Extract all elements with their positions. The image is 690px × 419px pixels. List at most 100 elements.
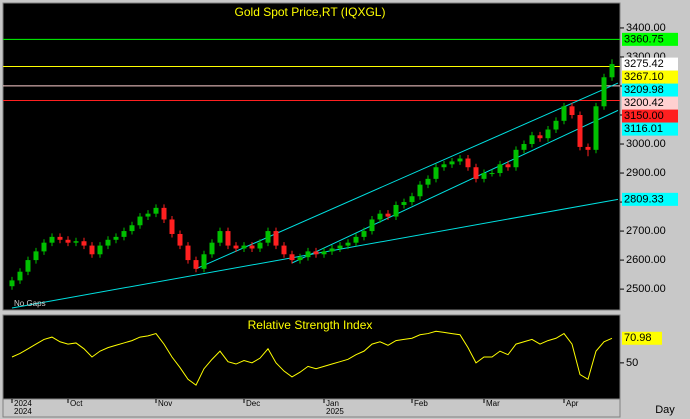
level-label-box bbox=[622, 70, 678, 84]
candle-body bbox=[409, 196, 415, 203]
candle-body bbox=[257, 242, 263, 249]
candle-body bbox=[113, 236, 119, 240]
candle-body bbox=[425, 178, 431, 185]
x-tick-label: Dec bbox=[246, 399, 260, 408]
rsi-line bbox=[11, 330, 613, 386]
candle-body bbox=[561, 106, 567, 121]
candle-body bbox=[153, 207, 159, 214]
marks: 2500.002600.002700.002800.002900.003000.… bbox=[3, 22, 678, 416]
candle-body bbox=[169, 219, 175, 234]
candle-body bbox=[481, 173, 487, 179]
level-label-box bbox=[622, 32, 678, 46]
y-tick-label: 2600.00 bbox=[626, 254, 666, 266]
candle-body bbox=[545, 129, 551, 139]
level-label: 2809.33 bbox=[624, 193, 664, 205]
x-tick-label: Oct bbox=[70, 399, 83, 408]
candle-body bbox=[393, 204, 399, 217]
candle-body bbox=[417, 184, 423, 197]
candle-body bbox=[273, 231, 279, 246]
level-label: 3116.01 bbox=[624, 123, 663, 135]
rsi-title: Relative Strength Index bbox=[248, 318, 373, 332]
x-tick-label: Nov bbox=[158, 399, 172, 408]
candle-body bbox=[81, 241, 87, 246]
candle-body bbox=[593, 106, 599, 150]
level-label-box bbox=[622, 83, 678, 97]
candle-body bbox=[17, 271, 23, 281]
candle-body bbox=[401, 202, 407, 205]
candle-body bbox=[73, 241, 79, 243]
candle-body bbox=[441, 164, 447, 168]
candle-body bbox=[233, 245, 239, 249]
x-tick-label: Mar bbox=[486, 399, 500, 408]
y-tick-label: 2900.00 bbox=[626, 167, 666, 179]
candle-body bbox=[281, 245, 287, 255]
x-tick-label: Jan bbox=[326, 399, 339, 408]
x-axis-strip bbox=[2, 398, 621, 418]
x-tick-label: 2024 bbox=[14, 399, 32, 408]
candle-body bbox=[297, 257, 303, 261]
y-tick-label: 3000.00 bbox=[626, 138, 666, 150]
candle-body bbox=[97, 245, 103, 255]
candle-body bbox=[433, 167, 439, 179]
candle-body bbox=[129, 225, 135, 232]
rsi-panel bbox=[2, 314, 621, 400]
rsi-tick-label: 50 bbox=[626, 357, 638, 369]
candle-body bbox=[313, 251, 319, 255]
level-label: 3200.42 bbox=[624, 97, 664, 109]
trendline bbox=[291, 109, 619, 264]
candle-body bbox=[337, 245, 343, 249]
candle-body bbox=[489, 173, 495, 175]
candle-body bbox=[185, 245, 191, 261]
candle-body bbox=[513, 149, 519, 168]
level-label-box bbox=[622, 192, 678, 206]
candle-body bbox=[497, 164, 503, 174]
y-tick-label: 2500.00 bbox=[626, 283, 666, 295]
candle-body bbox=[449, 161, 455, 165]
candle-body bbox=[473, 167, 479, 179]
candle-body bbox=[457, 158, 463, 162]
y-tick-label: 2700.00 bbox=[626, 225, 666, 237]
price-panel bbox=[2, 2, 621, 311]
candle-body bbox=[265, 231, 271, 243]
candle-body bbox=[241, 245, 247, 249]
candle-body bbox=[137, 216, 143, 226]
rsi-last-label: 70.98 bbox=[624, 332, 652, 344]
candle-body bbox=[465, 158, 471, 168]
candle-body bbox=[33, 251, 39, 261]
candle-body bbox=[553, 120, 559, 130]
level-label: 3360.75 bbox=[624, 33, 664, 45]
candle-body bbox=[201, 254, 207, 269]
candle-body bbox=[585, 146, 591, 150]
level-label: 3275.42 bbox=[624, 58, 664, 70]
level-label-box bbox=[622, 122, 678, 136]
candle-body bbox=[57, 236, 63, 240]
candle-body bbox=[329, 248, 335, 252]
candle-body bbox=[609, 64, 615, 78]
candle-body bbox=[49, 236, 55, 243]
x-year-label: 2025 bbox=[326, 407, 344, 416]
candle-body bbox=[41, 242, 47, 252]
candle-body bbox=[209, 242, 215, 255]
candle-body bbox=[537, 135, 543, 139]
candle-body bbox=[9, 280, 15, 287]
candle-body bbox=[385, 213, 391, 217]
candle-body bbox=[89, 245, 95, 255]
level-label: 3267.10 bbox=[624, 71, 664, 83]
candle-body bbox=[161, 207, 167, 220]
level-label-box bbox=[622, 57, 678, 71]
candle-body bbox=[193, 260, 199, 269]
candle-body bbox=[105, 239, 111, 246]
candle-body bbox=[289, 254, 295, 261]
candle-body bbox=[305, 251, 311, 258]
candle-body bbox=[249, 245, 255, 249]
candle-body bbox=[225, 231, 231, 246]
candle-body bbox=[345, 242, 351, 246]
candle-body bbox=[569, 106, 575, 116]
x-year-label: 2024 bbox=[14, 407, 32, 416]
candle-body bbox=[505, 164, 511, 168]
candle-body bbox=[121, 231, 127, 237]
candle-body bbox=[353, 236, 359, 243]
x-axis-label: Day bbox=[655, 404, 675, 416]
